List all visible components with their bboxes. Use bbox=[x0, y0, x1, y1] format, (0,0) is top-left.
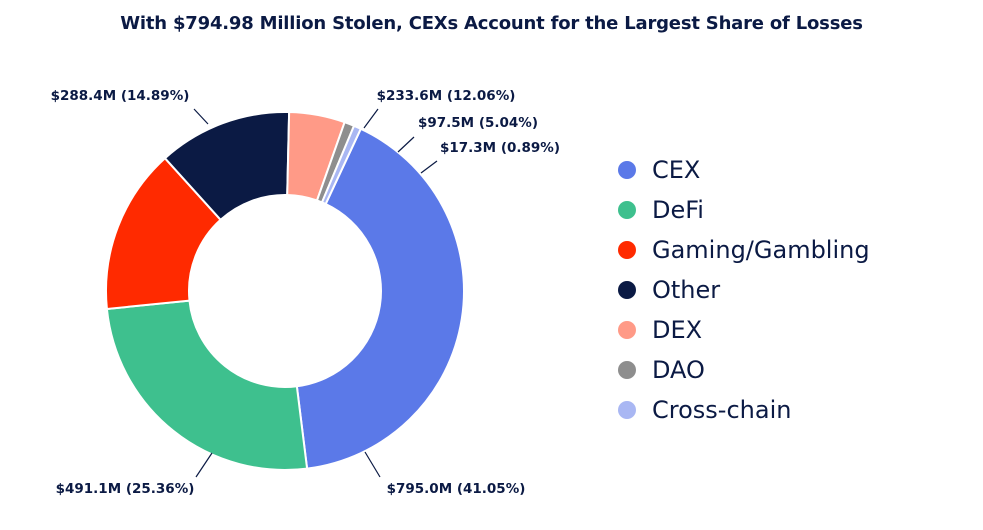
legend-label-gaming-gambling: Gaming/Gambling bbox=[652, 236, 870, 264]
legend-label-other: Other bbox=[652, 276, 721, 304]
legend-label-defi: DeFi bbox=[652, 196, 704, 224]
legend-item-gaming-gambling: Gaming/Gambling bbox=[618, 230, 870, 270]
leader-line-defi bbox=[195, 452, 213, 478]
legend-swatch-cex bbox=[618, 161, 636, 179]
legend-item-cex: CEX bbox=[618, 150, 870, 190]
legend-swatch-dao bbox=[618, 361, 636, 379]
slice-cross-chain bbox=[320, 124, 363, 206]
data-label-dex: $97.5M (5.04%) bbox=[418, 115, 538, 131]
legend-swatch-dex bbox=[618, 321, 636, 339]
legend-swatch-defi bbox=[618, 201, 636, 219]
legend-item-dex: DEX bbox=[618, 310, 870, 350]
data-label-defi: $491.1M (25.36%) bbox=[56, 481, 195, 497]
legend-swatch-gaming-gambling bbox=[618, 241, 636, 259]
legend-item-other: Other bbox=[618, 270, 870, 310]
legend-label-dex: DEX bbox=[652, 316, 703, 344]
legend-label-cex: CEX bbox=[652, 156, 701, 184]
leader-line-dex bbox=[397, 136, 415, 153]
data-label-cex: $795.0M (41.05%) bbox=[387, 481, 526, 497]
legend-swatch-cross-chain bbox=[618, 401, 636, 419]
data-label-gaming-gambling: $288.4M (14.89%) bbox=[51, 88, 190, 104]
chart-legend: CEX DeFi Gaming/Gambling Other DEX DAO Cross-c… bbox=[618, 150, 870, 430]
legend-swatch-other bbox=[618, 281, 636, 299]
data-label-dao: $17.3M (0.89%) bbox=[440, 140, 560, 156]
legend-item-cross-chain: Cross-chain bbox=[618, 390, 870, 430]
slice-defi bbox=[105, 299, 309, 471]
legend-item-dao: DAO bbox=[618, 350, 870, 390]
leader-line-gaming-gambling bbox=[193, 108, 209, 125]
legend-item-defi: DeFi bbox=[618, 190, 870, 230]
leader-line-cex bbox=[364, 451, 381, 478]
slice-cex bbox=[295, 127, 465, 470]
chart-title: With $794.98 Million Stolen, CEXs Accoun… bbox=[120, 13, 863, 34]
leader-line-dao bbox=[420, 160, 438, 174]
legend-label-cross-chain: Cross-chain bbox=[652, 396, 792, 424]
leader-line-other bbox=[363, 108, 379, 129]
legend-label-dao: DAO bbox=[652, 356, 705, 384]
data-label-other: $233.6M (12.06%) bbox=[377, 88, 516, 104]
